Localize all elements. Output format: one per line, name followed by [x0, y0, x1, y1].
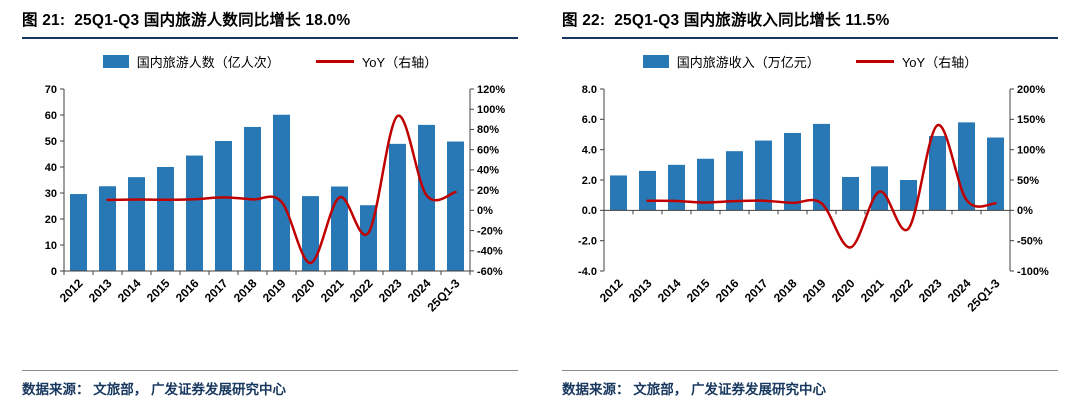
- svg-text:-4.0: -4.0: [578, 266, 597, 278]
- svg-text:40: 40: [45, 162, 57, 174]
- revenue-bar-line-chart: -4.0 -2.0 0.0 2.0 4.0 6.0 8.0 -100% -50% 0% 50% 100…: [578, 84, 1049, 315]
- line-legend-item: YoY（右轴）: [855, 52, 978, 71]
- svg-text:4.0: 4.0: [582, 144, 597, 156]
- svg-text:0%: 0%: [1017, 205, 1033, 217]
- figure-21-panel: 图 21: 25Q1-Q3 国内旅游人数同比增长 18.0% 国内旅游人数（亿人…: [22, 8, 518, 398]
- figure-22-source: 数据来源： 文旅部， 广发证券发展研究中心: [562, 370, 1058, 398]
- svg-text:2012: 2012: [57, 276, 86, 305]
- svg-text:2023: 2023: [376, 276, 405, 305]
- svg-text:50%: 50%: [1017, 175, 1039, 187]
- svg-text:60: 60: [45, 110, 57, 122]
- svg-text:2014: 2014: [115, 276, 144, 305]
- svg-text:200%: 200%: [1017, 84, 1045, 96]
- svg-text:2018: 2018: [231, 276, 260, 305]
- svg-text:2019: 2019: [260, 276, 289, 305]
- svg-text:2013: 2013: [626, 276, 655, 305]
- svg-text:60%: 60%: [477, 144, 499, 156]
- svg-text:150%: 150%: [1017, 114, 1045, 126]
- svg-text:-50%: -50%: [1017, 235, 1043, 247]
- svg-text:100%: 100%: [1017, 144, 1045, 156]
- bar-swatch-icon: [102, 55, 129, 68]
- svg-text:0.0: 0.0: [582, 205, 597, 217]
- svg-text:70: 70: [45, 84, 57, 96]
- svg-text:-60%: -60%: [477, 266, 503, 278]
- line-swatch-icon: [855, 60, 894, 63]
- svg-text:2021: 2021: [318, 276, 347, 305]
- svg-text:2019: 2019: [800, 276, 829, 305]
- figure-21-source: 数据来源： 文旅部， 广发证券发展研究中心: [22, 370, 518, 398]
- svg-text:120%: 120%: [477, 84, 505, 96]
- svg-text:6.0: 6.0: [582, 114, 597, 126]
- bar-legend-item: 国内旅游人数（亿人次）: [102, 52, 280, 71]
- line-legend-item: YoY（右轴）: [315, 52, 438, 71]
- svg-text:25Q1-3: 25Q1-3: [964, 276, 1002, 314]
- bar-legend-label: 国内旅游收入（万亿元）: [676, 55, 820, 70]
- figure-22-legend: 国内旅游收入（万亿元） YoY（右轴）: [562, 52, 1058, 71]
- svg-text:10: 10: [45, 240, 57, 252]
- svg-text:2022: 2022: [887, 276, 916, 305]
- visitors-bar-line-chart: 0 10 20 30 40 50 60 70 -60% -40% -20% 0% 20% 40% 60% 80…: [45, 84, 506, 315]
- svg-text:100%: 100%: [477, 104, 505, 116]
- figure-22-title: 图 22: 25Q1-Q3 国内旅游收入同比增长 11.5%: [562, 8, 1058, 39]
- svg-text:2014: 2014: [655, 276, 684, 305]
- line-swatch-icon: [315, 60, 354, 63]
- svg-text:2017: 2017: [742, 276, 771, 305]
- figure-21-legend: 国内旅游人数（亿人次） YoY（右轴）: [22, 52, 518, 71]
- svg-text:50: 50: [45, 136, 57, 148]
- svg-text:0%: 0%: [477, 205, 493, 217]
- svg-text:2015: 2015: [144, 276, 173, 305]
- svg-text:2023: 2023: [916, 276, 945, 305]
- svg-text:2018: 2018: [771, 276, 800, 305]
- svg-text:40%: 40%: [477, 165, 499, 177]
- svg-text:20%: 20%: [477, 185, 499, 197]
- bar-legend-item: 国内旅游收入（万亿元）: [642, 52, 820, 71]
- svg-text:80%: 80%: [477, 124, 499, 136]
- bar-legend-label: 国内旅游人数（亿人次）: [136, 55, 280, 70]
- figure-22-panel: 图 22: 25Q1-Q3 国内旅游收入同比增长 11.5% 国内旅游收入（万亿…: [540, 0, 1080, 410]
- bar-swatch-icon: [642, 55, 669, 68]
- svg-text:2016: 2016: [713, 276, 742, 305]
- svg-text:0: 0: [51, 266, 57, 278]
- svg-text:2013: 2013: [86, 276, 115, 305]
- svg-text:-40%: -40%: [477, 246, 503, 258]
- svg-text:2015: 2015: [684, 276, 713, 305]
- svg-text:-20%: -20%: [477, 225, 503, 237]
- svg-text:-100%: -100%: [1017, 266, 1049, 278]
- line-legend-label: YoY（右轴）: [901, 55, 978, 70]
- svg-text:2021: 2021: [858, 276, 887, 305]
- figure-21-title: 图 21: 25Q1-Q3 国内旅游人数同比增长 18.0%: [22, 8, 518, 39]
- svg-text:30: 30: [45, 188, 57, 200]
- svg-text:2.0: 2.0: [582, 175, 597, 187]
- svg-text:2020: 2020: [829, 276, 858, 305]
- svg-text:2020: 2020: [289, 276, 318, 305]
- svg-text:2017: 2017: [202, 276, 231, 305]
- svg-text:-2.0: -2.0: [578, 235, 597, 247]
- line-legend-label: YoY（右轴）: [361, 55, 438, 70]
- svg-text:8.0: 8.0: [582, 84, 597, 96]
- svg-text:2016: 2016: [173, 276, 202, 305]
- svg-text:2022: 2022: [347, 276, 376, 305]
- svg-text:20: 20: [45, 214, 57, 226]
- svg-text:2012: 2012: [597, 276, 626, 305]
- svg-text:25Q1-3: 25Q1-3: [424, 276, 462, 314]
